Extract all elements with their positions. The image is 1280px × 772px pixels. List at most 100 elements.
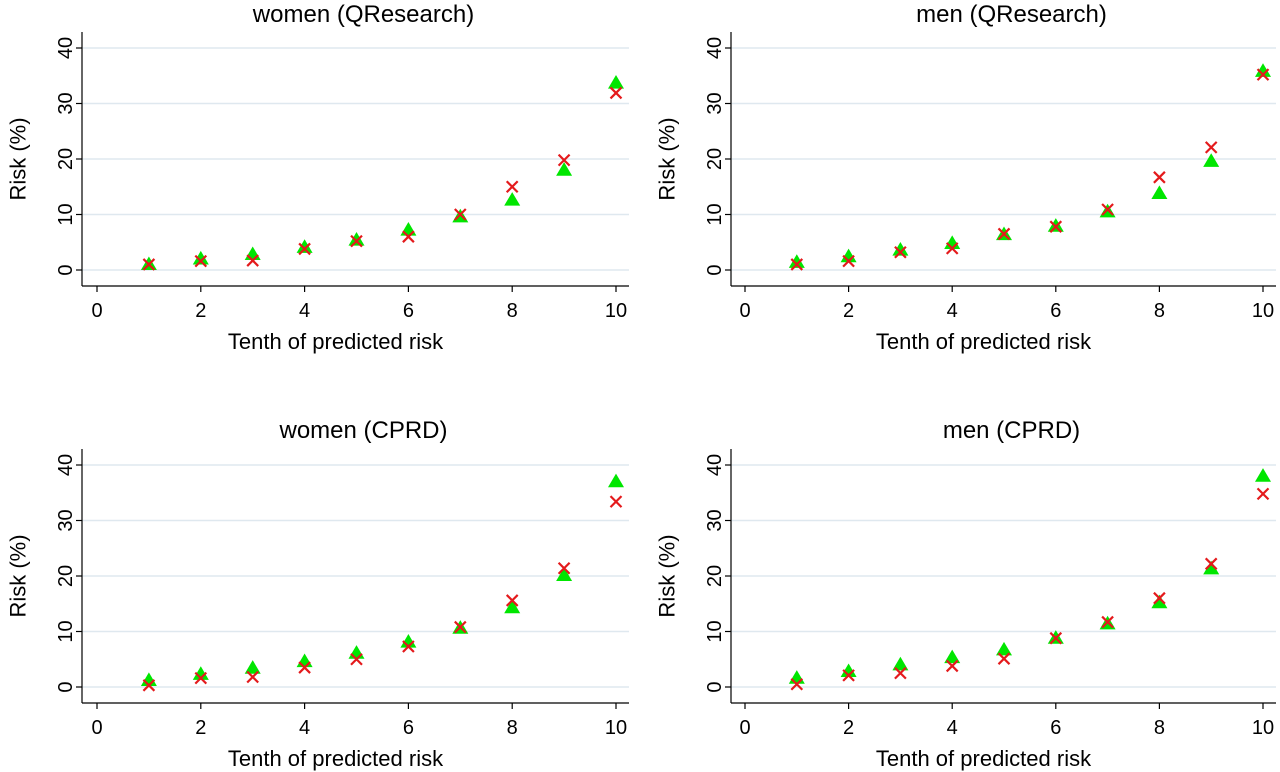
observed-point-triangle [400,634,417,648]
x-tick-label: 4 [947,300,958,322]
y-tick-label: 30 [704,92,726,114]
x-tick-label: 2 [195,300,206,322]
predicted-point-x [790,677,804,691]
y-tick-label: 20 [55,148,77,170]
x-tick-label: 8 [1154,717,1165,739]
predicted-point-x [1101,615,1114,629]
observed-point-triangle [944,649,961,664]
x-tick-label: 6 [1050,300,1061,322]
x-tick-label: 10 [1252,300,1274,322]
predicted-point-x [505,594,519,607]
y-tick-label: 10 [704,620,726,642]
predicted-point-x [1153,171,1166,184]
chart-title: women (CPRD) [278,417,447,444]
predicted-point-x [997,227,1011,241]
y-tick-label: 30 [55,509,77,531]
observed-point-triangle [840,248,857,263]
x-tick-label: 0 [91,717,102,739]
x-tick-label: 4 [299,300,310,322]
observed-point-triangle [192,250,209,265]
observed-point-triangle [504,192,521,206]
chart-panel-2: 0 10 20 30 40 0 2 4 6 8 10 men (QResearch) Tenth of … [655,1,1276,354]
predicted-point-x [1256,68,1270,81]
predicted-point-x [1049,220,1063,233]
y-tick-label: 40 [55,37,77,59]
predicted-point-x [298,661,311,674]
observed-point-triangle [192,666,209,680]
y-tick-label: 0 [704,681,726,692]
observed-point-triangle [608,473,624,488]
x-tick-label: 0 [91,300,102,322]
observed-point-triangle [1203,153,1220,167]
y-tick-label: 0 [704,264,726,275]
predicted-point-x [298,242,311,256]
observed-point-triangle [400,222,417,236]
y-tick-label: 40 [704,37,726,59]
x-tick-label: 8 [507,300,518,322]
y-axis-label: Risk (%) [655,117,680,200]
x-tick-label: 4 [947,717,958,739]
x-tick-label: 10 [1252,717,1274,739]
y-tick-label: 20 [704,148,726,170]
y-tick-label: 20 [55,565,77,587]
chart-title: men (QResearch) [916,1,1107,28]
x-tick-label: 8 [507,717,518,739]
x-tick-label: 2 [843,300,854,322]
observed-point-triangle [296,239,313,253]
predicted-point-x [1153,591,1166,605]
predicted-point-x [246,670,259,684]
predicted-point-x [1256,487,1270,501]
chart-panel-1: 0 10 20 30 40 0 2 4 6 8 10 women (QResearch) Tenth o… [6,1,629,354]
observed-point-triangle [244,660,261,674]
predicted-point-x [194,254,208,268]
predicted-point-x [1204,141,1218,154]
x-tick-label: 8 [1154,300,1165,322]
x-axis-label: Tenth of predicted risk [876,329,1092,354]
chart-panel-3: 0 10 20 30 40 0 2 4 6 8 10 women (CPRD) Tenth of pre… [6,417,629,771]
y-tick-label: 40 [704,454,726,476]
observed-point-triangle [1047,218,1064,232]
y-axis-label: Risk (%) [6,534,31,617]
y-tick-label: 10 [704,203,726,225]
observed-point-triangle [348,645,365,659]
chart-title: men (CPRD) [943,417,1080,444]
predicted-point-x [609,495,623,508]
predicted-point-x [194,671,208,685]
x-tick-label: 10 [605,300,627,322]
predicted-point-x [1204,557,1218,571]
predicted-point-x [842,669,855,682]
observed-point-triangle [244,246,261,261]
predicted-point-x [402,230,415,243]
observed-point-triangle [1151,185,1168,200]
predicted-point-x [557,153,571,167]
y-tick-label: 0 [55,264,77,275]
y-tick-label: 10 [55,620,77,642]
chart-panel-4: 0 10 20 30 40 0 2 4 6 8 10 men (CPRD) Tenth of predi… [655,417,1276,771]
predicted-point-x [894,666,907,680]
predicted-point-x [945,242,959,255]
y-tick-label: 0 [55,681,77,692]
observed-point-triangle [556,162,573,176]
observed-point-triangle [556,567,573,582]
observed-point-triangle [788,254,805,268]
y-axis-label: Risk (%) [655,534,680,617]
y-tick-label: 20 [704,565,726,587]
observed-point-triangle [1203,560,1220,575]
observed-point-triangle [892,656,909,671]
x-axis-label: Tenth of predicted risk [876,746,1092,771]
observed-point-triangle [608,74,624,89]
predicted-point-x [842,254,855,268]
observed-point-triangle [504,599,521,614]
observed-point-triangle [1255,63,1271,77]
predicted-point-x [894,245,907,259]
y-axis-label: Risk (%) [6,117,31,200]
predicted-point-x [1049,631,1063,645]
predicted-point-x [997,652,1011,665]
x-axis-label: Tenth of predicted risk [228,329,444,354]
x-tick-label: 2 [195,717,206,739]
observed-point-triangle [892,242,909,256]
x-tick-label: 0 [739,300,750,322]
predicted-point-x [142,258,156,271]
